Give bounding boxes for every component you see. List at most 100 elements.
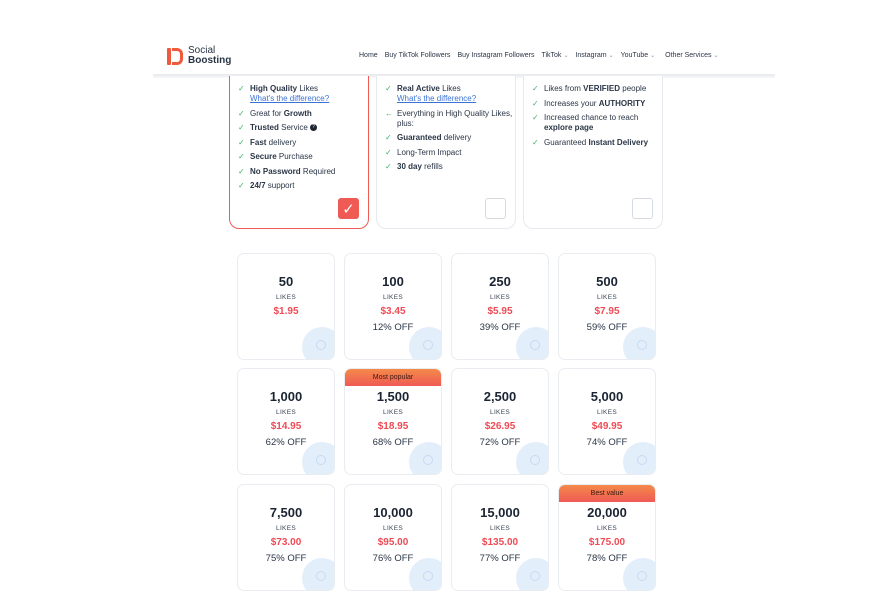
package-card-1000[interactable]: 1,000 LIKES $14.95 62% OFF: [237, 368, 335, 475]
package-quantity: 50: [278, 274, 294, 289]
package-card-100[interactable]: 100 LIKES $3.45 12% OFF: [344, 253, 442, 360]
package-quantity: 250: [489, 274, 511, 289]
decorative-circle-icon: [516, 558, 548, 590]
package-quantity: 20,000: [587, 505, 627, 520]
feature-bold: 24/7: [250, 181, 266, 190]
feature-item: ✓ High Quality Likes What's the difference…: [238, 84, 335, 104]
feature-item: ✓ Likes from VERIFIED people: [532, 84, 662, 94]
feature-bold: explore page: [544, 123, 594, 132]
package-unit: LIKES: [490, 525, 510, 532]
feature-bold: Instant Delivery: [588, 137, 649, 147]
package-quantity: 7,500: [269, 505, 303, 520]
nav-item-other-services[interactable]: Other Services ⌄: [665, 52, 718, 59]
nav-item-buy-instagram-followers[interactable]: Buy Instagram Followers: [457, 52, 534, 59]
package-price: $95.00: [377, 537, 409, 548]
package-card-2500[interactable]: 2,500 LIKES $26.95 72% OFF: [451, 368, 549, 475]
feature-text: delivery: [266, 137, 297, 147]
feature-item: ✓ Fast delivery: [238, 138, 335, 148]
feature-card-premium[interactable]: ✓ Likes from VERIFIED people ✓ Increases yo…: [523, 76, 663, 229]
feature-list: ✓ High Quality Likes What's the difference…: [238, 84, 335, 196]
package-unit: LIKES: [490, 294, 510, 301]
package-quantity: 10,000: [373, 505, 413, 520]
package-discount: 68% OFF: [372, 437, 414, 448]
feature-item: ✓ Increased chance to reach explore page: [532, 113, 662, 133]
decorative-circle-icon: [623, 558, 655, 590]
check-icon: ✓: [385, 84, 392, 93]
package-unit: LIKES: [597, 294, 617, 301]
package-unit: LIKES: [276, 525, 296, 532]
feature-item: ✓ Great for Growth: [238, 109, 335, 119]
feature-bold: Growth: [283, 108, 312, 118]
feature-bold: Real Active: [397, 84, 440, 93]
nav-item-label: Buy Instagram Followers: [457, 52, 535, 59]
logo[interactable]: Social Boosting: [167, 46, 231, 66]
feature-item: ✓ Secure Purchase: [238, 152, 335, 162]
package-unit: LIKES: [276, 294, 296, 301]
package-unit: LIKES: [383, 525, 403, 532]
feature-bold: Fast: [250, 137, 267, 147]
arrow-icon: ←: [385, 108, 393, 118]
package-card-15000[interactable]: 15,000 LIKES $135.00 77% OFF: [451, 484, 549, 591]
feature-bold: Secure: [250, 152, 277, 161]
logo-icon: [167, 47, 183, 66]
package-price: $73.00: [270, 537, 302, 548]
package-badge: Best value: [559, 485, 655, 502]
feature-text: Purchase: [276, 152, 313, 161]
package-card-5000[interactable]: 5,000 LIKES $49.95 74% OFF: [558, 368, 656, 475]
nav-item-home[interactable]: Home: [359, 52, 378, 59]
decorative-circle-icon: [516, 327, 548, 359]
package-card-1500[interactable]: Most popular 1,500 LIKES $18.95 68% OFF: [344, 368, 442, 475]
logo-text-line2: Boosting: [188, 55, 232, 66]
feature-item: ← Everything in High Quality Likes, plus:: [385, 109, 515, 129]
check-icon: ✓: [532, 137, 539, 147]
package-card-20000[interactable]: Best value 20,000 LIKES $175.00 78% OFF: [558, 484, 656, 591]
feature-text: Likes from: [544, 84, 584, 93]
package-price: $135.00: [481, 537, 519, 548]
nav-item-instagram[interactable]: Instagram ⌄: [575, 52, 613, 59]
info-icon[interactable]: ?: [310, 124, 318, 132]
feature-text: Increased chance to reach: [544, 113, 639, 122]
package-price: $49.95: [591, 421, 623, 432]
check-icon: ✓: [238, 152, 245, 161]
nav-item-buy-tiktok-followers[interactable]: Buy TikTok Followers: [385, 52, 451, 59]
package-card-7500[interactable]: 7,500 LIKES $73.00 75% OFF: [237, 484, 335, 591]
difference-link[interactable]: What's the difference?: [250, 94, 330, 103]
feature-text: Required: [300, 166, 336, 176]
feature-card-real-active[interactable]: ✓ Real Active Likes What's the difference?…: [376, 76, 516, 229]
package-discount: 78% OFF: [586, 553, 628, 564]
package-unit: LIKES: [276, 409, 296, 416]
check-icon: ✓: [385, 133, 392, 142]
check-icon: ✓: [385, 162, 392, 171]
feature-text: people: [620, 84, 647, 93]
nav-item-label: YouTube: [620, 52, 649, 59]
package-price: $5.95: [487, 306, 513, 317]
package-card-500[interactable]: 500 LIKES $7.95 59% OFF: [558, 253, 656, 360]
nav-item-youtube[interactable]: YouTube ⌄: [621, 52, 656, 59]
select-checkbox[interactable]: ✓: [338, 198, 359, 219]
feature-text: Great for: [250, 108, 284, 118]
select-checkbox[interactable]: [485, 198, 506, 219]
package-quantity: 5,000: [590, 389, 624, 404]
decorative-circle-icon: [302, 558, 334, 590]
package-discount: 75% OFF: [265, 553, 307, 564]
logo-text-line1: Social: [188, 45, 216, 56]
package-card-250[interactable]: 250 LIKES $5.95 39% OFF: [451, 253, 549, 360]
decorative-circle-icon: [516, 442, 548, 474]
package-discount: 62% OFF: [265, 437, 307, 448]
package-price: $1.95: [273, 306, 299, 317]
feature-card-high-quality[interactable]: ✓ High Quality Likes What's the difference…: [229, 76, 369, 229]
nav-item-tiktok[interactable]: TikTok ⌄: [541, 52, 568, 59]
package-unit: LIKES: [383, 294, 403, 301]
feature-list: ✓ Real Active Likes What's the difference?…: [385, 84, 515, 177]
difference-link[interactable]: What's the difference?: [397, 94, 477, 103]
package-discount: 39% OFF: [479, 322, 521, 333]
feature-text: Increases your: [544, 98, 599, 108]
decorative-circle-icon: [623, 327, 655, 359]
package-quantity: 15,000: [480, 505, 520, 520]
chevron-down-icon: ⌄: [608, 53, 614, 59]
package-card-50[interactable]: 50 LIKES $1.95: [237, 253, 335, 360]
package-quantity: 1,500: [376, 389, 410, 404]
package-card-10000[interactable]: 10,000 LIKES $95.00 76% OFF: [344, 484, 442, 591]
select-checkbox[interactable]: [632, 198, 653, 219]
chevron-down-icon: ⌄: [713, 53, 719, 59]
